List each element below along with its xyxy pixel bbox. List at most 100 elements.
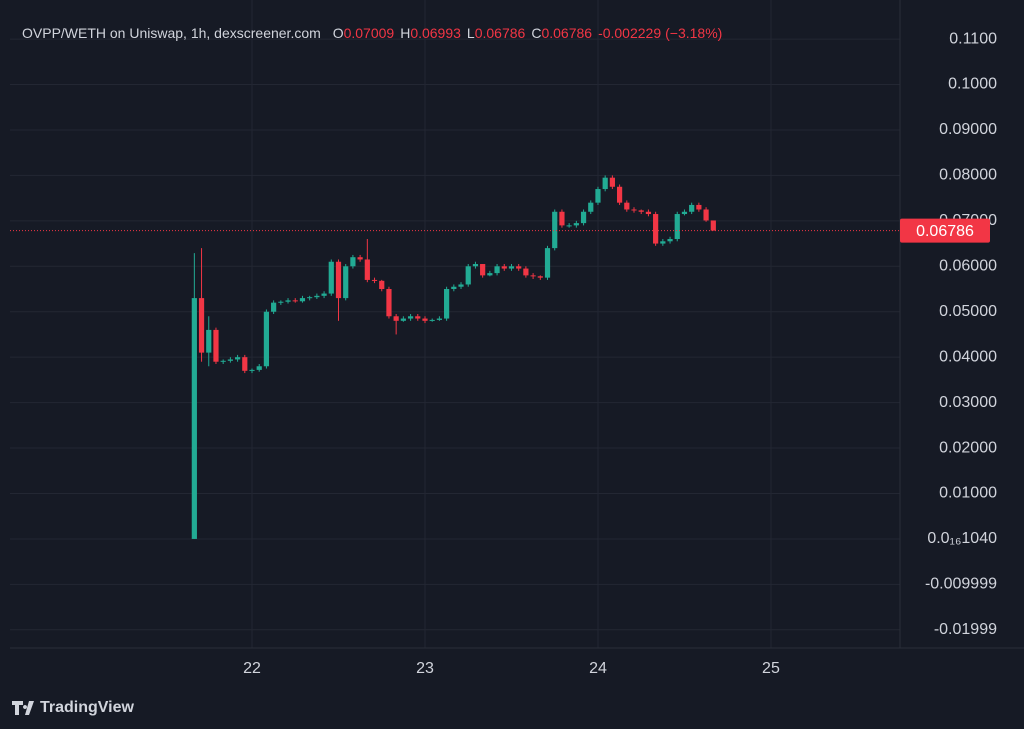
candle-body xyxy=(638,210,644,212)
candle-body xyxy=(436,318,442,320)
candle-body xyxy=(552,211,558,249)
candle-body xyxy=(573,223,579,226)
candle-body xyxy=(530,275,536,277)
candle-body xyxy=(234,357,241,360)
last-price-tag xyxy=(900,218,990,243)
candle-body xyxy=(480,264,486,276)
legend-value: 0.06786 xyxy=(475,25,526,41)
candle-body xyxy=(206,329,212,353)
legend-label: H xyxy=(400,25,410,41)
candle-body xyxy=(314,295,320,298)
legend-label: L xyxy=(467,25,475,41)
candle-body xyxy=(213,329,219,362)
candle-body xyxy=(263,311,270,367)
candle-body xyxy=(537,276,543,278)
candle-body xyxy=(415,316,421,319)
candle-body xyxy=(710,220,716,231)
candle-body xyxy=(653,214,659,244)
x-tick-label: 25 xyxy=(762,660,780,677)
candle-body xyxy=(328,261,334,294)
y-tick-label: 0.1000 xyxy=(948,76,997,93)
candle-body xyxy=(429,319,435,321)
y-tick-label: 0.04000 xyxy=(939,348,997,365)
legend-label: O xyxy=(333,25,344,41)
candle-body xyxy=(660,241,666,244)
candle-body xyxy=(559,211,565,226)
legend-label: C xyxy=(531,25,541,41)
candle-body xyxy=(422,318,428,321)
candle-body xyxy=(198,298,205,353)
grid xyxy=(10,0,900,648)
candle-body xyxy=(364,259,370,280)
candle-body xyxy=(249,369,255,371)
candle-body xyxy=(465,266,471,285)
axes: 0.11000.10000.090000.080000.070000.06000… xyxy=(10,30,997,677)
y-tick-label: 0.09000 xyxy=(939,121,997,138)
candle-body xyxy=(285,300,291,302)
candles xyxy=(191,175,716,539)
branding: TradingView xyxy=(12,699,135,716)
candle-body xyxy=(451,286,457,290)
candle-body xyxy=(487,273,493,276)
candle-body xyxy=(494,266,500,274)
candle-body xyxy=(271,302,277,312)
candle-body xyxy=(299,298,306,302)
candle-body xyxy=(516,266,522,269)
candle-body xyxy=(595,189,601,203)
legend-change-percent: (−3.18%) xyxy=(665,25,722,41)
y-tick-label: 0.03000 xyxy=(939,394,997,411)
x-tick-label: 23 xyxy=(416,660,434,677)
candle-body xyxy=(371,279,378,281)
candle-body xyxy=(407,316,414,319)
candle-body xyxy=(379,280,385,290)
x-tick-label: 22 xyxy=(243,660,261,677)
candle-body xyxy=(696,204,702,210)
candle-body xyxy=(292,300,298,302)
y-tick-label: -0.009999 xyxy=(925,576,997,593)
candle-body xyxy=(609,177,615,187)
candle-body xyxy=(335,261,342,299)
candle-body xyxy=(191,298,197,539)
candle-body xyxy=(616,186,623,203)
candle-body xyxy=(343,266,349,299)
candle-body xyxy=(321,293,327,296)
candle-body xyxy=(386,289,392,317)
candle-body xyxy=(645,211,652,215)
tradingview-logo xyxy=(12,701,34,715)
y-tick-label: 0.02000 xyxy=(939,439,997,456)
candle-body xyxy=(681,211,688,215)
chart-title: OVPP/WETH on Uniswap, 1h, dexscreener.co… xyxy=(22,25,321,41)
y-tick-label: 0.01000 xyxy=(939,485,997,502)
candle-body xyxy=(508,266,515,269)
candle-body xyxy=(523,268,529,276)
legend-value: 0.07009 xyxy=(344,25,395,41)
candle-body xyxy=(566,225,572,227)
candle-body xyxy=(624,202,630,210)
candle-body xyxy=(357,257,363,260)
candle-body xyxy=(256,366,262,370)
candle-body xyxy=(703,209,709,221)
candle-body xyxy=(631,209,637,211)
candle-body xyxy=(472,264,479,267)
candle-body xyxy=(393,316,399,321)
candle-body xyxy=(501,266,507,269)
y-tick-label: -0.01999 xyxy=(934,621,997,638)
candle-body xyxy=(689,204,695,212)
candle-body xyxy=(458,284,464,287)
legend-value: 0.06786 xyxy=(541,25,592,41)
candle-body xyxy=(588,202,594,212)
candle-body xyxy=(400,318,406,321)
candle-body xyxy=(444,289,450,319)
y-tick-label: 0.08000 xyxy=(939,167,997,184)
legend-header: OVPP/WETH on Uniswap, 1h, dexscreener.co… xyxy=(22,25,722,41)
candle-body xyxy=(242,357,248,371)
branding-text: TradingView xyxy=(40,699,135,716)
candle-body xyxy=(220,360,226,362)
candle-body xyxy=(544,248,551,278)
candle-body xyxy=(602,177,608,190)
candle-body xyxy=(227,359,233,361)
y-tick-label: 0.1100 xyxy=(949,30,997,47)
y-tick-label: 0.06000 xyxy=(939,258,997,275)
x-tick-label: 24 xyxy=(589,660,607,677)
